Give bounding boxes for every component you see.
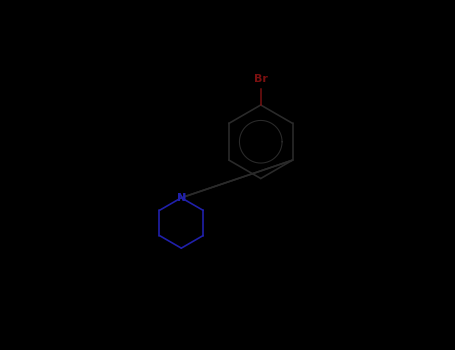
Text: Br: Br [254,74,268,84]
Text: N: N [177,193,186,203]
Text: N: N [177,193,186,203]
